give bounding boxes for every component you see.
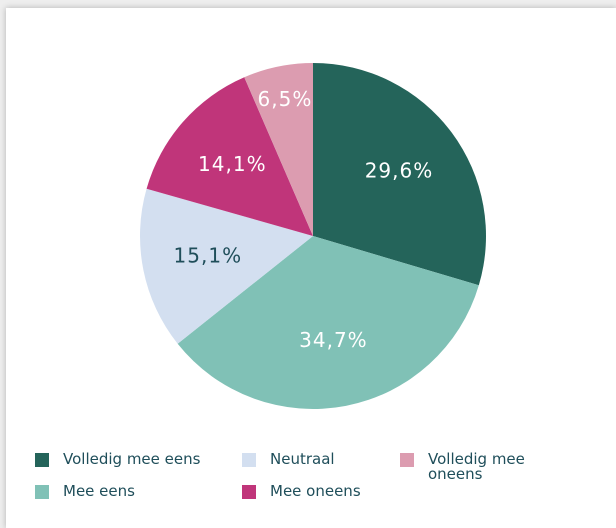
legend-item: Neutraal: [242, 452, 400, 484]
pie-slice: [244, 63, 313, 236]
legend-label: Neutraal: [270, 450, 335, 468]
legend-label: Mee eens: [63, 482, 135, 500]
legend-swatch: [400, 453, 414, 467]
pie-slice: [177, 236, 479, 409]
legend-swatch: [242, 485, 256, 499]
legend-item: Volledig mee oneens: [400, 452, 570, 484]
legend-swatch: [35, 453, 49, 467]
legend-swatch: [35, 485, 49, 499]
pie-slice: [139, 188, 313, 344]
legend: Volledig mee eens Mee eens Neutraal Mee one…: [35, 452, 570, 516]
slice-label: 29,6%: [365, 158, 434, 182]
legend-swatch: [242, 453, 256, 467]
slice-label: 6,5%: [258, 87, 313, 111]
legend-item: Volledig mee eens: [35, 452, 242, 484]
slice-label: 15,1%: [174, 244, 243, 268]
legend-label: Mee oneens: [270, 482, 361, 500]
pie-slice: [146, 77, 313, 236]
pie-slice: [313, 63, 486, 286]
legend-label: Volledig mee eens: [63, 450, 201, 468]
chart: 29,6% 34,7% 15,1% 14,1% 6,5%: [139, 63, 486, 409]
chart-card: 29,6% 34,7% 15,1% 14,1% 6,5% Volledig mee ee…: [6, 8, 616, 528]
legend-item: Mee oneens: [242, 484, 400, 516]
legend-item: Mee eens: [35, 484, 242, 516]
slice-label: 34,7%: [299, 328, 368, 352]
slice-label: 14,1%: [198, 152, 267, 176]
legend-label: Volledig mee oneens: [428, 450, 525, 483]
